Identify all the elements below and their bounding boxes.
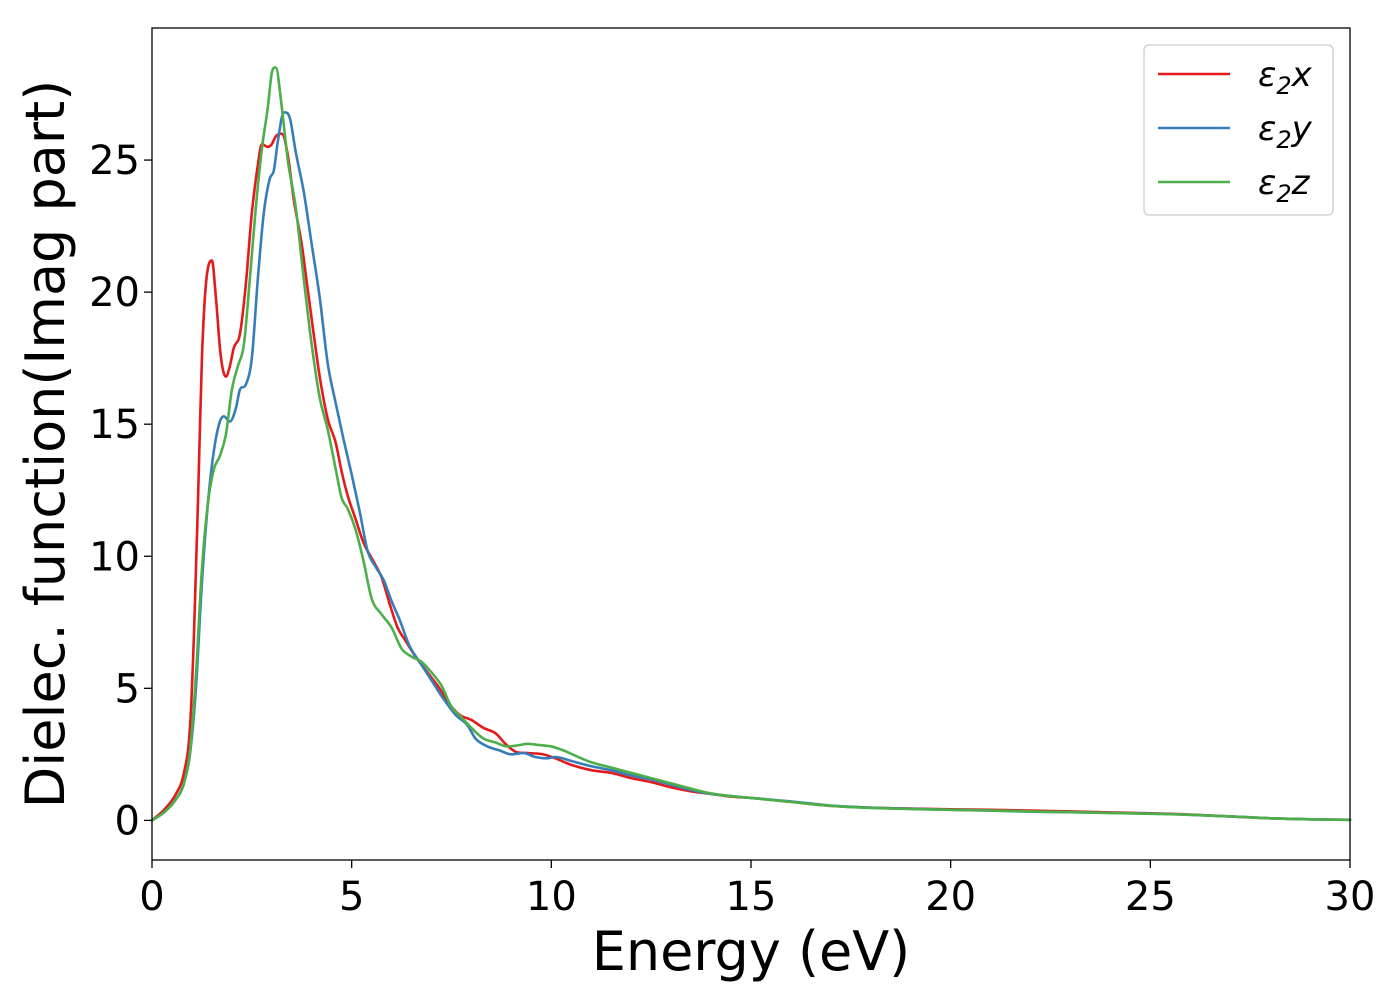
x-axis: 0 5 10 15 20 25 30 bbox=[139, 860, 1375, 920]
x-tick-label: 0 bbox=[139, 874, 164, 920]
y-tick-label: 5 bbox=[115, 666, 140, 712]
y-axis: 0 5 10 15 20 25 bbox=[89, 138, 152, 844]
x-tick-label: 30 bbox=[1325, 874, 1376, 920]
y-tick-label: 10 bbox=[89, 534, 140, 580]
x-tick-label: 5 bbox=[339, 874, 364, 920]
x-axis-title: Energy (eV) bbox=[592, 920, 911, 983]
legend-label-1: ε2x bbox=[1258, 55, 1313, 100]
x-tick-label: 25 bbox=[1125, 874, 1176, 920]
x-tick-label: 15 bbox=[726, 874, 777, 920]
y-tick-label: 15 bbox=[89, 402, 140, 448]
legend-box bbox=[1143, 44, 1334, 216]
y-tick-label: 20 bbox=[89, 270, 140, 316]
series-line-3 bbox=[150, 66, 1352, 822]
series-layer bbox=[150, 66, 1352, 822]
y-tick-label: 25 bbox=[89, 138, 140, 184]
x-tick-label: 10 bbox=[526, 874, 577, 920]
y-axis-title: Dielec. function(Imag part) bbox=[14, 80, 77, 809]
x-tick-label: 20 bbox=[925, 874, 976, 920]
y-tick-label: 0 bbox=[115, 798, 140, 844]
